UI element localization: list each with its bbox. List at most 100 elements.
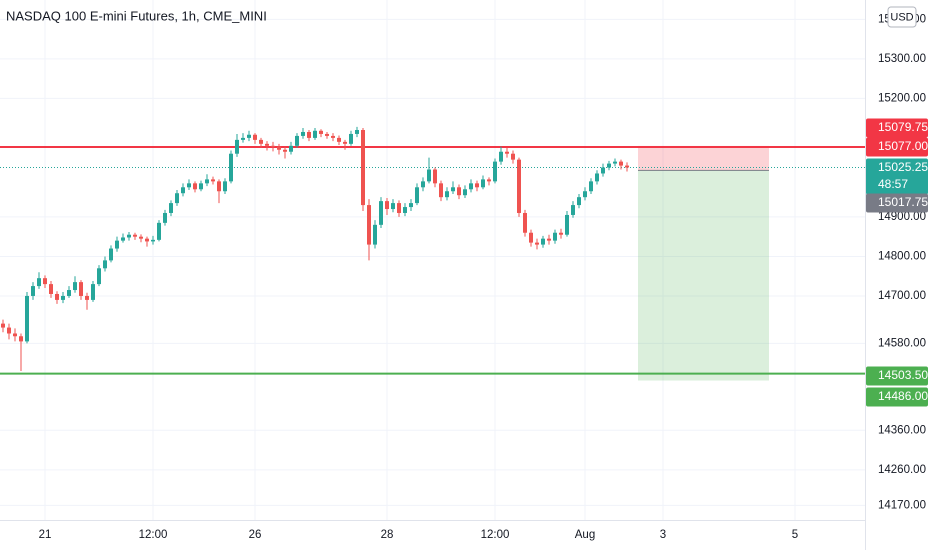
candle-body xyxy=(385,201,389,210)
stop-zone xyxy=(638,145,769,171)
candle-body xyxy=(115,240,119,249)
candle-body xyxy=(475,183,479,188)
candle-body xyxy=(541,238,545,245)
y-tick-label: 14580.00 xyxy=(878,337,926,349)
candle-body xyxy=(187,183,191,188)
y-tick-label: 14900.00 xyxy=(878,211,926,223)
candle-body xyxy=(589,181,593,192)
candle-body xyxy=(439,183,443,198)
candle-body xyxy=(175,193,179,204)
candle-body xyxy=(379,201,383,225)
price-label-bg xyxy=(866,118,928,138)
price-label-bg xyxy=(866,158,928,195)
x-tick-label: 21 xyxy=(39,529,52,541)
candle-body xyxy=(427,169,431,182)
candle-body xyxy=(403,207,407,213)
candle-body xyxy=(61,295,65,300)
candle-body xyxy=(415,187,419,204)
candle-body xyxy=(289,145,293,152)
candle-body xyxy=(103,260,107,269)
price-label: 15077.00 xyxy=(878,139,928,153)
x-tick-label: 12:00 xyxy=(481,529,510,541)
candle-body xyxy=(121,237,125,241)
candle-body xyxy=(43,278,47,285)
candle-body xyxy=(535,242,539,245)
price-label: 14503.50 xyxy=(878,368,928,382)
candle-body xyxy=(49,284,53,294)
candle-body xyxy=(577,197,581,206)
candle-body xyxy=(109,248,113,261)
price-label-bg xyxy=(866,137,928,157)
candle-body xyxy=(19,336,23,342)
grid xyxy=(0,0,865,520)
candle-body xyxy=(445,191,449,198)
candle-body xyxy=(151,239,155,242)
candle-body xyxy=(181,187,185,194)
candle-body xyxy=(307,131,311,138)
candle-body xyxy=(127,234,131,238)
candle-body xyxy=(169,203,173,213)
candle-body xyxy=(133,234,137,237)
candle-body xyxy=(499,151,503,162)
candle-body xyxy=(409,203,413,208)
candle-body xyxy=(265,143,269,146)
candle-body xyxy=(331,135,335,138)
candle-body xyxy=(625,165,629,168)
candle-body xyxy=(391,203,395,210)
currency-button[interactable] xyxy=(887,6,917,28)
candle-body xyxy=(301,131,305,136)
candle-body xyxy=(163,212,167,223)
candle-body xyxy=(355,130,359,134)
candle-body xyxy=(493,161,497,182)
price-label-bg xyxy=(866,193,928,213)
candle-body xyxy=(139,236,143,239)
candle-body xyxy=(7,327,11,334)
candle-body xyxy=(595,173,599,182)
candle-body xyxy=(145,238,149,242)
y-tick-label: 14800.00 xyxy=(878,250,926,262)
candle-body xyxy=(277,146,281,150)
candle-body xyxy=(31,286,35,296)
x-tick-label: 28 xyxy=(381,529,394,541)
candle-body xyxy=(367,205,371,245)
candle-body xyxy=(1,323,5,328)
x-tick-label: 26 xyxy=(249,529,262,541)
candle-body xyxy=(205,179,209,184)
candle-body xyxy=(259,139,263,144)
candle-body xyxy=(193,183,197,190)
price-label: 15025.25 xyxy=(878,160,928,174)
candle-body xyxy=(547,238,551,241)
candle-body xyxy=(85,295,89,300)
candle-body xyxy=(283,149,287,152)
candle-body xyxy=(199,183,203,190)
candle-body xyxy=(337,137,341,142)
chart-title: NASDAQ 100 E-mini Futures, 1h, CME_MINI xyxy=(6,8,267,23)
candle-body xyxy=(559,232,563,235)
price-label: 15017.75 xyxy=(878,195,928,209)
candle-body xyxy=(469,183,473,190)
candle-body xyxy=(79,282,83,296)
candle-body xyxy=(235,139,239,154)
candle-body xyxy=(343,141,347,144)
y-tick-label: 14700.00 xyxy=(878,290,926,302)
x-tick-label: 3 xyxy=(660,529,666,541)
y-tick-label: 15300.00 xyxy=(878,53,926,65)
target-zone xyxy=(638,170,769,381)
candle-body xyxy=(157,222,161,240)
candle-body xyxy=(607,163,611,168)
candle-body xyxy=(25,295,29,342)
currency-label[interactable]: USD xyxy=(890,11,913,23)
candle-body xyxy=(361,130,365,206)
candle-body xyxy=(421,181,425,188)
candle-body xyxy=(457,187,461,196)
countdown-label: 48:57 xyxy=(878,177,908,191)
candle-body xyxy=(73,282,77,291)
price-label-bg xyxy=(866,366,928,386)
candle-body xyxy=(433,169,437,184)
y-tick-label: 14360.00 xyxy=(878,424,926,436)
candle-body xyxy=(397,203,401,213)
candle-body xyxy=(481,179,485,188)
candle-body xyxy=(217,181,221,192)
candle-body xyxy=(553,232,557,241)
